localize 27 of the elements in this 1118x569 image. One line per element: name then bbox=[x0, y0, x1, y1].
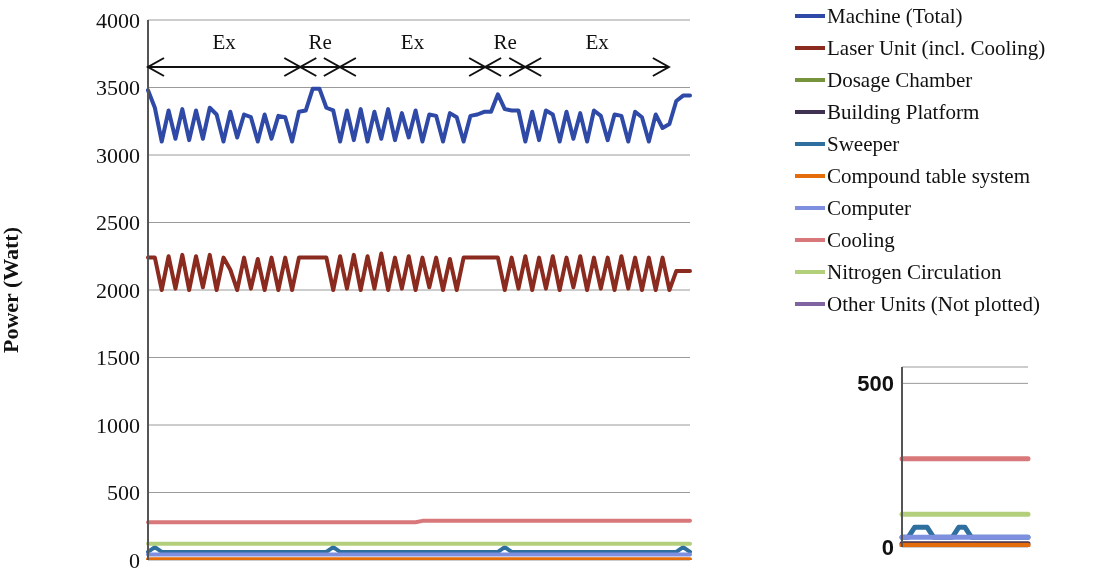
legend-label: Laser Unit (incl. Cooling) bbox=[827, 35, 1046, 61]
y-tick-label: 2000 bbox=[96, 277, 140, 303]
legend-label: Nitrogen Circulation bbox=[827, 259, 1002, 285]
legend-label: Cooling bbox=[827, 227, 895, 253]
annotation: Ex bbox=[585, 30, 610, 54]
legend-label: Sweeper bbox=[827, 131, 900, 157]
y-tick-label: 500 bbox=[107, 480, 140, 506]
legend-label: Computer bbox=[827, 195, 911, 221]
y-tick-label: 2500 bbox=[96, 210, 140, 236]
y-tick-label: 1500 bbox=[96, 345, 140, 371]
y-tick-label: 3000 bbox=[96, 142, 140, 168]
legend-label: Other Units (Not plotted) bbox=[827, 291, 1040, 317]
annotation: Re bbox=[493, 30, 517, 54]
legend-label: Dosage Chamber bbox=[827, 67, 973, 93]
annotation: Re bbox=[308, 30, 332, 54]
y-tick-label: 0 bbox=[881, 534, 894, 560]
legend-label: Machine (Total) bbox=[827, 3, 963, 29]
y-axis-title: Power (Watt) bbox=[0, 226, 23, 354]
y-tick-label: 500 bbox=[857, 371, 894, 397]
y-tick-label: 0 bbox=[129, 547, 140, 569]
y-tick-label: 3500 bbox=[96, 75, 140, 101]
y-tick-label: 4000 bbox=[96, 7, 140, 33]
annotation: Ex bbox=[212, 30, 237, 54]
legend-label: Building Platform bbox=[827, 99, 980, 125]
y-tick-label: 1000 bbox=[96, 412, 140, 438]
annotation: Ex bbox=[400, 30, 425, 54]
legend-label: Compound table system bbox=[827, 163, 1030, 189]
